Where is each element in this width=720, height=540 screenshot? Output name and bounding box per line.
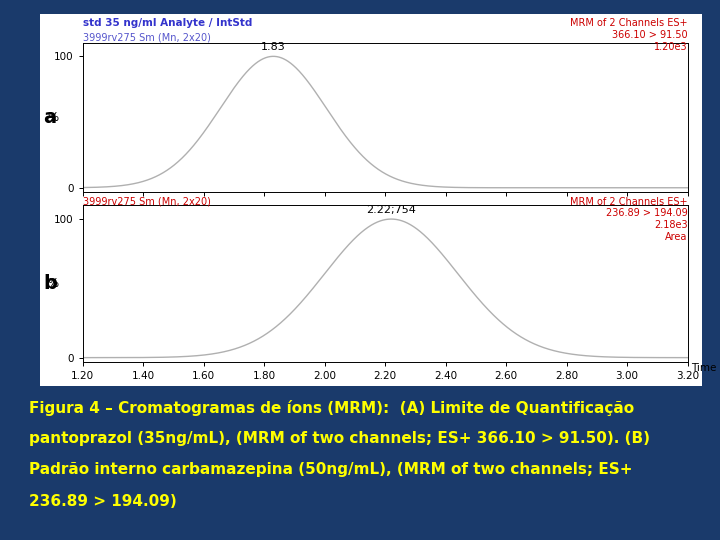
Text: pantoprazol (35ng/mL), (MRM of two channels; ES+ 366.10 > 91.50). (B): pantoprazol (35ng/mL), (MRM of two chann…	[29, 431, 649, 446]
Text: 1.20e3: 1.20e3	[654, 42, 688, 52]
Text: MRM of 2 Channels ES+: MRM of 2 Channels ES+	[570, 18, 688, 28]
Text: 1.83: 1.83	[261, 43, 286, 52]
Text: 236.89 > 194.09): 236.89 > 194.09)	[29, 494, 176, 509]
Text: Figura 4 – Cromatogramas de íons (MRM):  (A) Limite de Quantificação: Figura 4 – Cromatogramas de íons (MRM): …	[29, 400, 634, 416]
Text: 236.89 > 194.09: 236.89 > 194.09	[606, 208, 688, 219]
Text: Time: Time	[691, 363, 716, 373]
Text: 3999rv275 Sm (Mn, 2x20): 3999rv275 Sm (Mn, 2x20)	[83, 197, 211, 207]
Text: 2.18e3: 2.18e3	[654, 220, 688, 231]
Text: %: %	[47, 277, 58, 290]
Text: 366.10 > 91.50: 366.10 > 91.50	[612, 30, 688, 40]
Text: b: b	[43, 274, 57, 293]
Text: Padrão interno carbamazepina (50ng/mL), (MRM of two channels; ES+: Padrão interno carbamazepina (50ng/mL), …	[29, 462, 632, 477]
Text: Area: Area	[665, 232, 688, 242]
Text: std 35 ng/ml Analyte / IntStd: std 35 ng/ml Analyte / IntStd	[83, 18, 252, 28]
Text: %: %	[47, 111, 58, 124]
Text: 2.22;754: 2.22;754	[366, 205, 416, 215]
Text: a: a	[43, 108, 56, 127]
Text: 3999rv275 Sm (Mn, 2x20): 3999rv275 Sm (Mn, 2x20)	[83, 33, 211, 43]
Text: MRM of 2 Channels ES+: MRM of 2 Channels ES+	[570, 197, 688, 207]
